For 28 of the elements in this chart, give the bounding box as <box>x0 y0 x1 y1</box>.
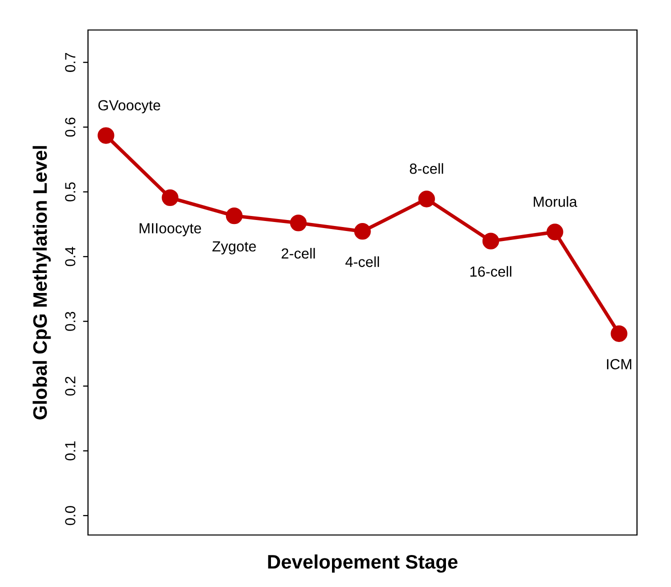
y-tick-label: 0.7 <box>65 52 76 72</box>
y-axis-title: Global CpG Methylation Level <box>32 146 51 420</box>
x-tick-label: MIIoocyte <box>140 223 202 236</box>
y-tick-label: 0.3 <box>65 312 76 331</box>
x-tick-label: GVoocyte <box>98 100 160 114</box>
x-axis-title: Developement Stage <box>268 554 458 573</box>
point <box>290 214 307 232</box>
point <box>418 190 435 208</box>
x-tick-label: Zygote <box>212 241 256 254</box>
x-tick-label: 16-cell <box>470 266 512 277</box>
y-tick-label: 0.2 <box>65 376 76 396</box>
x-tick-label: 2-cell <box>282 248 315 259</box>
x-tick-label: 4-cell <box>345 256 379 268</box>
point <box>610 325 628 342</box>
y-tick-label: 0.0 <box>65 506 76 526</box>
point <box>98 127 114 144</box>
point <box>546 224 564 240</box>
point <box>354 223 371 240</box>
x-tick-label: Morula <box>534 196 578 207</box>
y-tick-label: 0.4 <box>65 246 76 266</box>
y-tick-label: 0.6 <box>65 118 76 137</box>
point <box>482 232 500 250</box>
x-tick-label: 8-cell <box>410 163 444 174</box>
x-tick-label: ICM <box>607 359 632 370</box>
y-tick-label: 0.5 <box>65 182 76 202</box>
point <box>226 207 243 224</box>
point <box>162 189 178 206</box>
y-tick-label: 0.1 <box>65 441 76 460</box>
